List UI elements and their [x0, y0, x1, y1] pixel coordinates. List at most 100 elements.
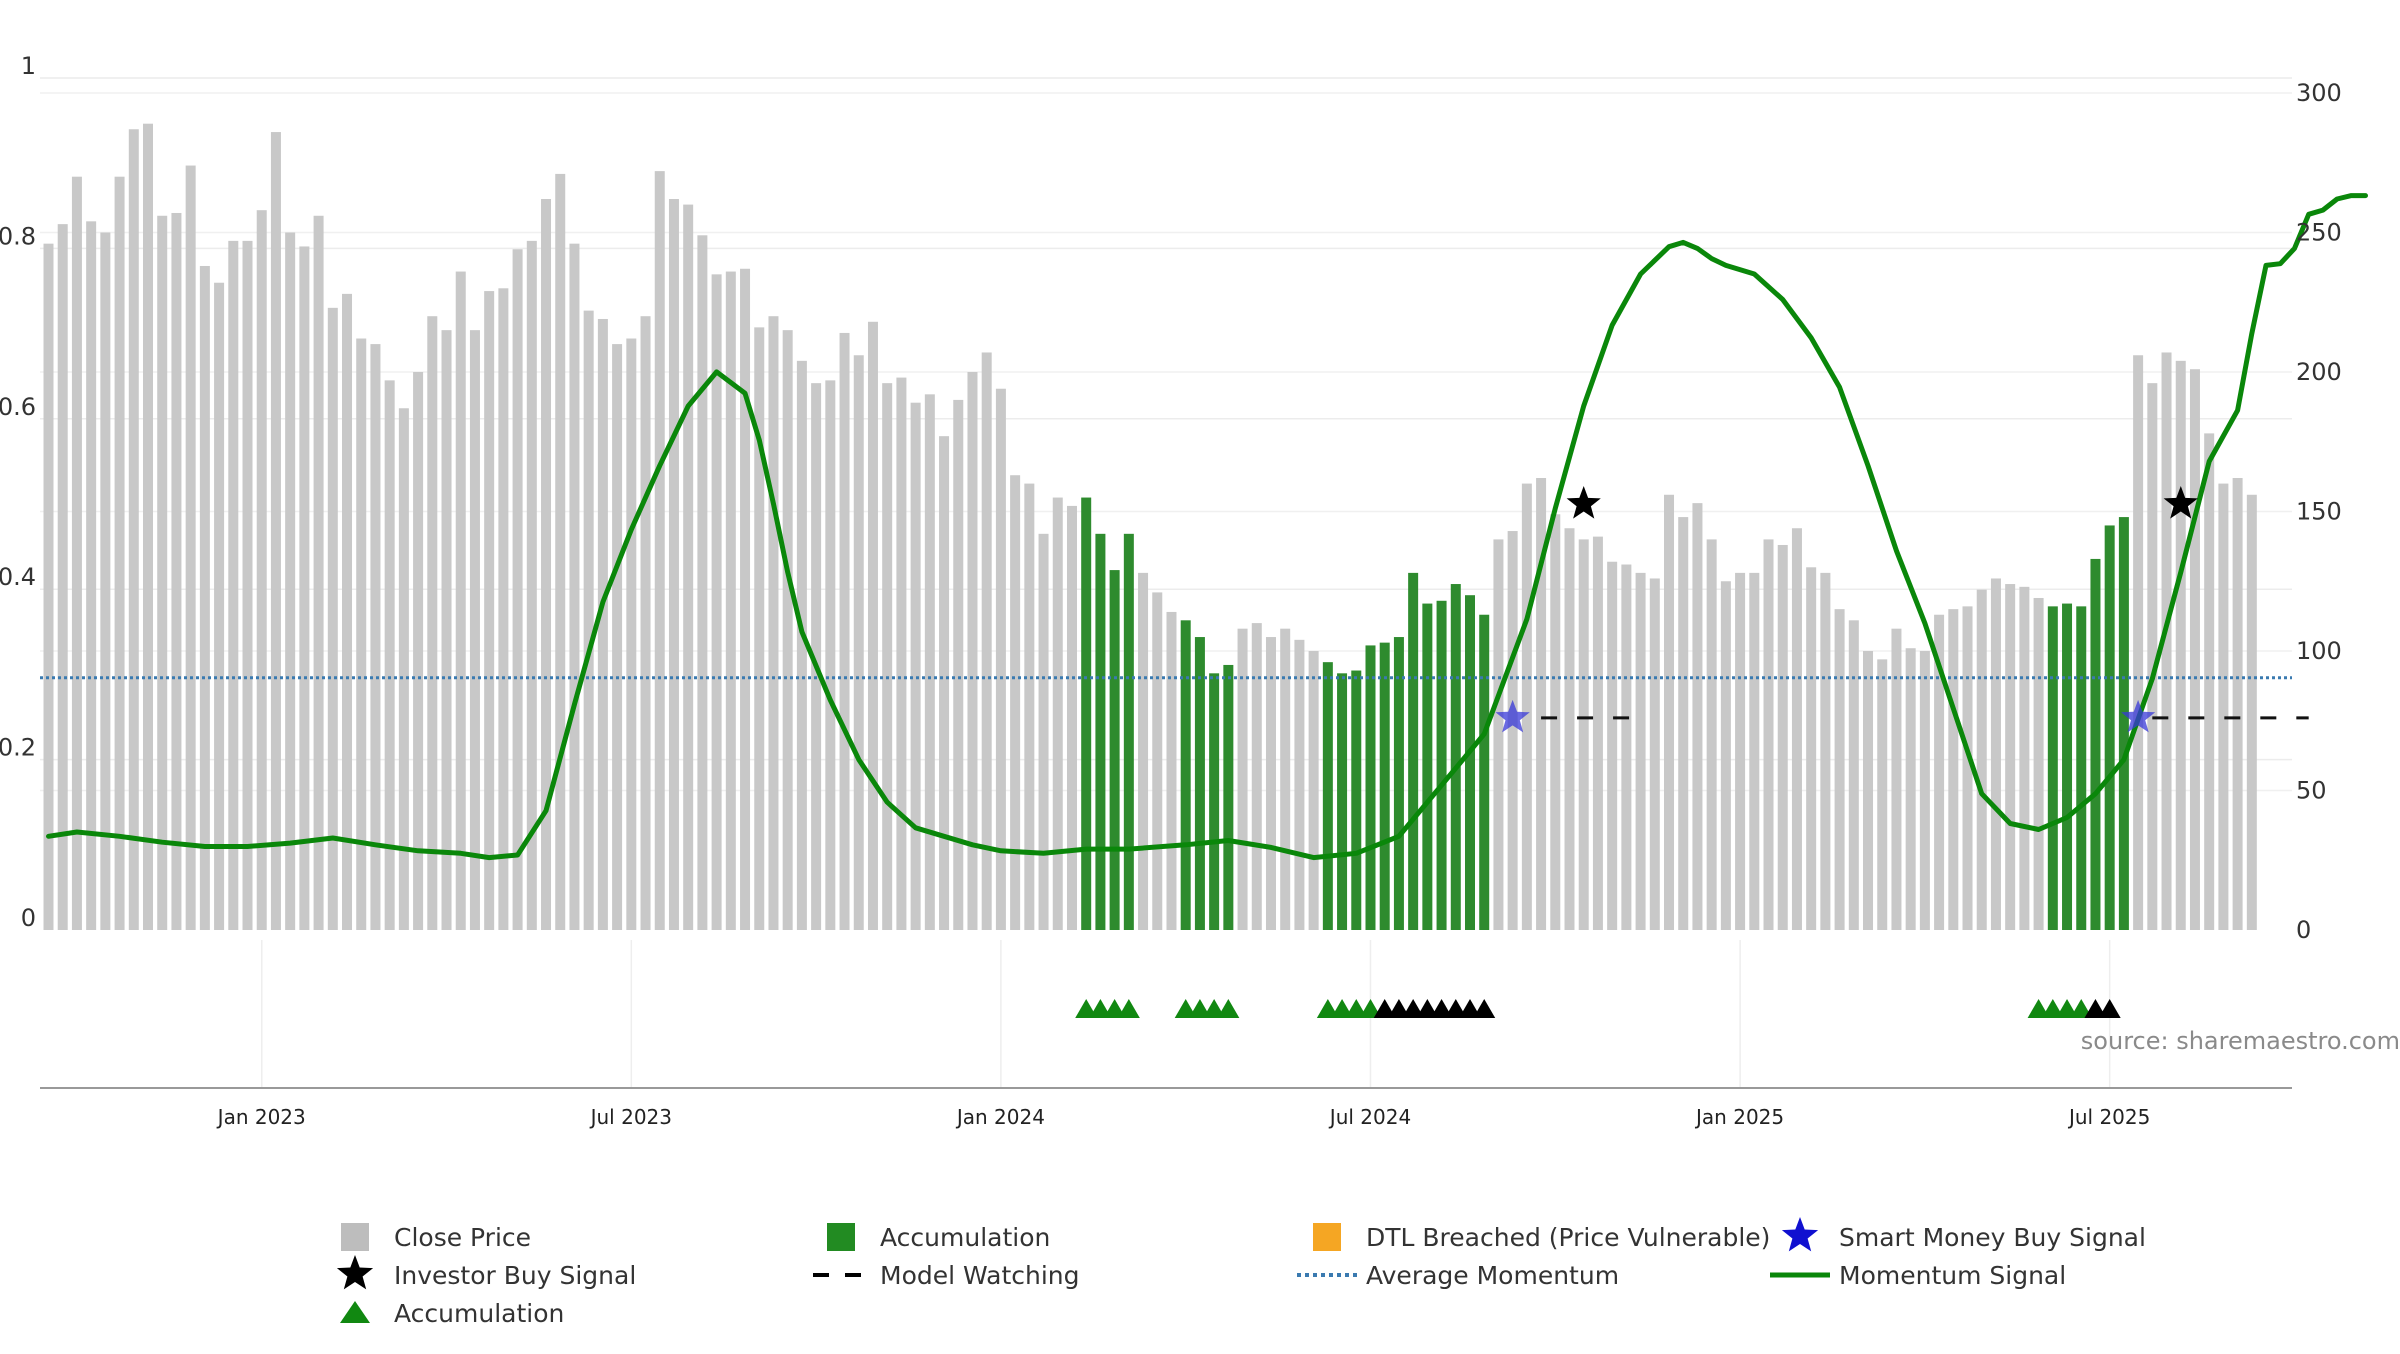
- legend-label: Smart Money Buy Signal: [1839, 1223, 2146, 1252]
- legend-item: Accumulation: [340, 1299, 564, 1328]
- accumulation-bar: [2090, 558, 2101, 930]
- legend-item: Average Momentum: [1297, 1261, 1619, 1290]
- price-bar: [313, 215, 324, 930]
- price-bar: [1536, 478, 1547, 930]
- price-bar: [541, 199, 552, 930]
- accumulation-bar: [1422, 603, 1433, 930]
- accumulation-marker: [1103, 999, 1126, 1018]
- price-bar: [1550, 514, 1561, 930]
- price-bar: [995, 388, 1006, 930]
- price-bar: [526, 240, 537, 930]
- price-bar: [910, 402, 921, 930]
- price-bar: [1990, 578, 2001, 930]
- accumulation-bar: [1365, 645, 1376, 930]
- accumulation-marker: [1316, 999, 1339, 1018]
- legend-item: Close Price: [341, 1223, 531, 1252]
- left-axis-tick-label: 1: [21, 52, 36, 80]
- accumulation-bar: [1123, 533, 1134, 930]
- price-bar: [370, 344, 381, 931]
- price-bar: [2232, 478, 2243, 930]
- accumulation-marker-dark: [1373, 999, 1396, 1018]
- price-bar: [469, 330, 480, 930]
- price-bar: [1834, 609, 1845, 930]
- price-bar: [270, 132, 281, 930]
- price-bar: [1706, 539, 1717, 930]
- price-bar: [1010, 475, 1021, 930]
- accumulation-marker: [2041, 999, 2064, 1018]
- price-bar: [1308, 651, 1319, 930]
- price-bar: [512, 249, 523, 931]
- legend-item: Smart Money Buy Signal: [1781, 1217, 2146, 1252]
- price-bar: [2218, 483, 2229, 930]
- price-bar: [1592, 536, 1603, 930]
- price-bar: [1024, 483, 1035, 930]
- right-axis-tick-label: 250: [2296, 219, 2342, 247]
- price-bar: [953, 399, 964, 930]
- price-bar: [143, 123, 154, 930]
- price-bar: [1607, 561, 1618, 930]
- price-bar: [1678, 517, 1689, 930]
- accumulation-bar: [1081, 497, 1092, 930]
- accumulation-marker: [2070, 999, 2093, 1018]
- price-bar: [71, 176, 82, 930]
- accumulation-bar: [2118, 517, 2129, 930]
- price-bar: [626, 338, 637, 930]
- left-axis-tick-label: 0.2: [0, 734, 36, 762]
- accumulation-bar: [1351, 670, 1362, 930]
- price-bar: [1564, 528, 1575, 930]
- price-bar: [1152, 592, 1163, 930]
- accumulation-bar: [2047, 606, 2058, 930]
- accumulation-marker: [2027, 999, 2050, 1018]
- price-bar: [2033, 597, 2044, 930]
- price-bar: [1848, 620, 1859, 930]
- legend-label: DTL Breached (Price Vulnerable): [1366, 1223, 1770, 1252]
- legend-swatch-square: [1313, 1223, 1341, 1251]
- price-bar: [697, 235, 708, 931]
- legend-item: Momentum Signal: [1770, 1261, 2066, 1290]
- price-bar: [853, 355, 864, 930]
- accumulation-marker-dark: [2098, 999, 2121, 1018]
- price-bar: [683, 204, 694, 931]
- price-bar: [1138, 572, 1149, 930]
- price-bar: [1777, 544, 1788, 930]
- price-bar: [711, 274, 722, 931]
- price-bar: [2133, 355, 2144, 930]
- price-bar: [1720, 581, 1731, 930]
- accumulation-bar: [1379, 642, 1390, 930]
- accumulation-bar: [1095, 533, 1106, 930]
- legend-label: Momentum Signal: [1839, 1261, 2066, 1290]
- price-bar: [1578, 539, 1589, 930]
- price-bar: [342, 293, 353, 930]
- price-bar: [1863, 651, 1874, 930]
- price-bar: [1038, 533, 1049, 930]
- price-bar: [654, 171, 665, 930]
- price-bar: [825, 380, 836, 930]
- legend-swatch-star: [336, 1255, 374, 1290]
- accumulation-bar: [1393, 637, 1404, 930]
- left-axis-tick-label: 0.8: [0, 222, 36, 250]
- right-axis-tick-label: 100: [2296, 637, 2342, 665]
- accumulation-marker: [1359, 999, 1382, 1018]
- accumulation-bar: [1109, 570, 1120, 930]
- accumulation-bar: [1436, 600, 1447, 930]
- accumulation-bar: [2076, 606, 2087, 930]
- price-bar: [398, 408, 409, 930]
- smart-money-star: [1495, 699, 1530, 733]
- price-bar: [555, 173, 566, 930]
- price-bar: [114, 176, 125, 930]
- price-bar: [1493, 539, 1504, 930]
- price-bar: [1052, 497, 1063, 930]
- price-bar: [924, 394, 935, 930]
- accumulation-bar: [1337, 673, 1348, 930]
- accumulation-bar: [1479, 614, 1490, 930]
- legend-label: Investor Buy Signal: [394, 1261, 636, 1290]
- price-bar: [1749, 572, 1760, 930]
- right-axis-tick-label: 300: [2296, 79, 2342, 107]
- price-bar: [1692, 503, 1703, 930]
- price-bar: [228, 240, 239, 930]
- price-bar: [1521, 483, 1532, 930]
- price-bar: [2161, 352, 2172, 931]
- right-axis-tick-label: 0: [2296, 916, 2311, 944]
- price-bar: [2175, 360, 2186, 931]
- x-axis-tick-label: Jan 2023: [216, 1105, 306, 1129]
